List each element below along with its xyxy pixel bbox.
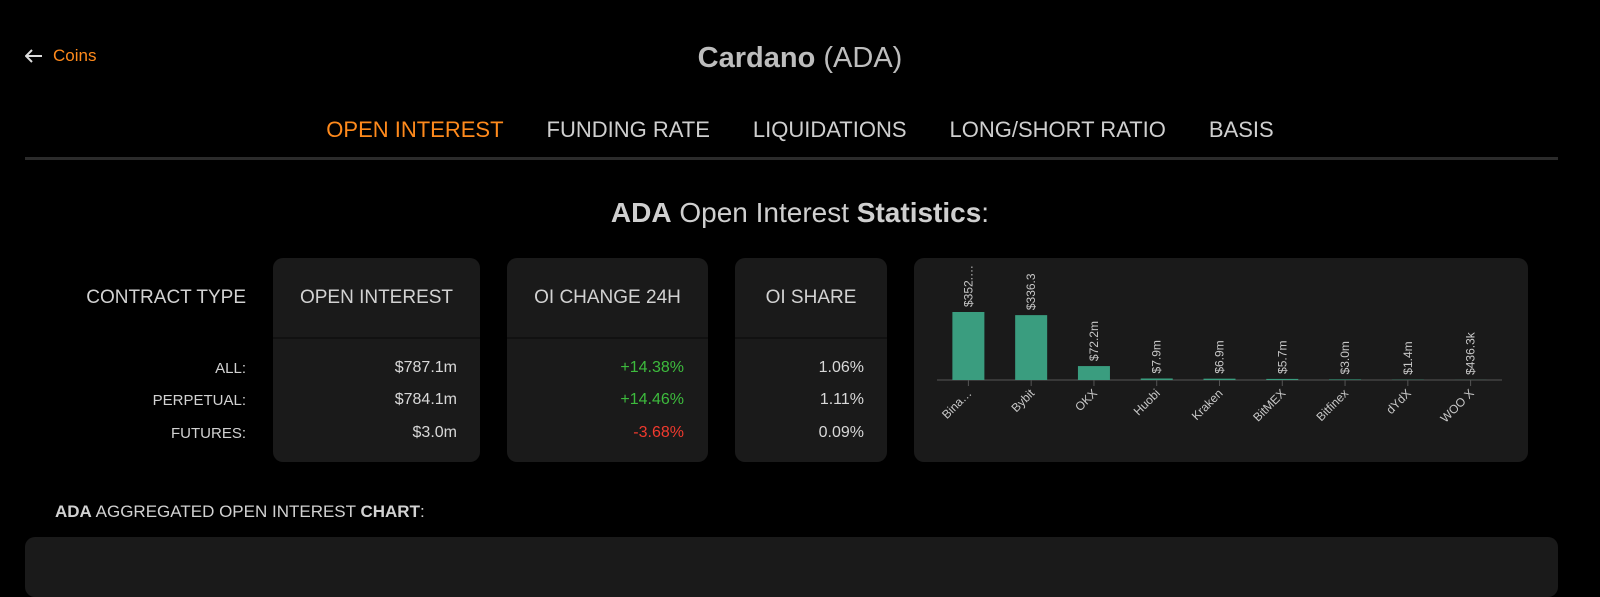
- table-header: OI SHARE: [735, 287, 887, 309]
- x-tick-label: Bina…: [939, 386, 974, 421]
- coin-title: Cardano (ADA): [0, 42, 1600, 75]
- bar: [1078, 366, 1110, 380]
- tab[interactable]: LIQUIDATIONS: [753, 117, 907, 143]
- table-header: OPEN INTEREST: [273, 287, 480, 309]
- card: OI CHANGE 24H +14.38% +14.46% -3.68%: [507, 258, 708, 462]
- cell: 1.06%: [819, 359, 864, 377]
- card: OI SHARE 1.06% 1.11% 0.09%: [735, 258, 887, 462]
- cell: $784.1m: [395, 391, 457, 409]
- x-tick-label: Bybit: [1009, 386, 1038, 415]
- value-label: $3.0m: [1338, 341, 1352, 374]
- tab[interactable]: LONG/SHORT RATIO: [950, 117, 1166, 143]
- cell: +14.38%: [620, 359, 684, 377]
- chart-card: $352.… Bina… $336.3 Bybit $72.2m OKX $7.9m Huob…: [914, 258, 1528, 462]
- value-label: $352.…: [961, 265, 975, 307]
- value-label: $6.9m: [1213, 340, 1227, 373]
- cell: $3.0m: [413, 424, 457, 442]
- value-label: $336.3: [1024, 273, 1038, 310]
- bar: [1329, 379, 1361, 380]
- value-label: $72.2m: [1087, 321, 1101, 361]
- row-label: ALL:: [46, 360, 246, 377]
- section-title: ADA AGGREGATED OPEN INTEREST CHART:: [55, 502, 425, 522]
- coin-symbol: (ADA): [823, 42, 902, 74]
- table-header: OI CHANGE 24H: [507, 287, 708, 309]
- coin-name: Cardano: [698, 42, 816, 74]
- value-label: $5.7m: [1275, 341, 1289, 374]
- stats-title: ADA Open Interest Statistics:: [0, 197, 1600, 229]
- bar: [1015, 315, 1047, 380]
- cell: +14.46%: [620, 391, 684, 409]
- stats-symbol: ADA: [611, 197, 672, 228]
- page: Coins Cardano (ADA) OPEN INTEREST FUNDIN…: [0, 0, 1600, 580]
- section-colon: :: [420, 502, 425, 521]
- tabs: OPEN INTEREST FUNDING RATE LIQUIDATIONS …: [0, 117, 1600, 143]
- chart: $352.… Bina… $336.3 Bybit $72.2m OKX $7.9m Huob…: [914, 258, 1528, 462]
- x-tick-label: Kraken: [1189, 386, 1226, 423]
- cell: 0.09%: [819, 424, 864, 442]
- stats-middle: Open Interest: [679, 197, 849, 228]
- cell: 1.11%: [820, 391, 864, 409]
- tab[interactable]: FUNDING RATE: [547, 117, 710, 143]
- x-tick-label: Huobi: [1131, 386, 1163, 418]
- row-label: FUTURES:: [46, 425, 246, 442]
- x-tick-label: BitMEX: [1250, 386, 1288, 424]
- tab[interactable]: OPEN INTEREST: [326, 117, 503, 143]
- bar: [1266, 379, 1298, 380]
- value-label: $436.3k: [1464, 331, 1478, 375]
- bar: [1204, 379, 1236, 380]
- x-tick-label: Bitfinex: [1313, 386, 1351, 424]
- card: OPEN INTEREST $787.1m $784.1m $3.0m: [273, 258, 480, 462]
- section-middle: AGGREGATED OPEN INTEREST: [96, 502, 356, 521]
- separator: [507, 337, 708, 339]
- chart-panel: [25, 537, 1558, 597]
- separator: [273, 337, 480, 339]
- stats-colon: :: [981, 197, 989, 228]
- tabs-divider: [25, 157, 1558, 160]
- section-symbol: ADA: [55, 502, 92, 521]
- value-label: $7.9m: [1150, 340, 1164, 373]
- tab[interactable]: BASIS: [1209, 117, 1274, 143]
- table-header: CONTRACT TYPE: [46, 287, 246, 309]
- cell: -3.68%: [633, 424, 684, 442]
- row-label: PERPETUAL:: [46, 392, 246, 409]
- bar: [952, 312, 984, 380]
- x-tick-label: OKX: [1072, 386, 1100, 414]
- bar: [1141, 378, 1173, 380]
- x-tick-label: dYdX: [1383, 386, 1414, 417]
- cell: $787.1m: [395, 359, 457, 377]
- value-label: $1.4m: [1401, 341, 1415, 374]
- stats-bold: Statistics: [857, 197, 982, 228]
- x-tick-label: WOO X: [1438, 386, 1477, 425]
- separator: [735, 337, 887, 339]
- section-bold: CHART: [360, 502, 420, 521]
